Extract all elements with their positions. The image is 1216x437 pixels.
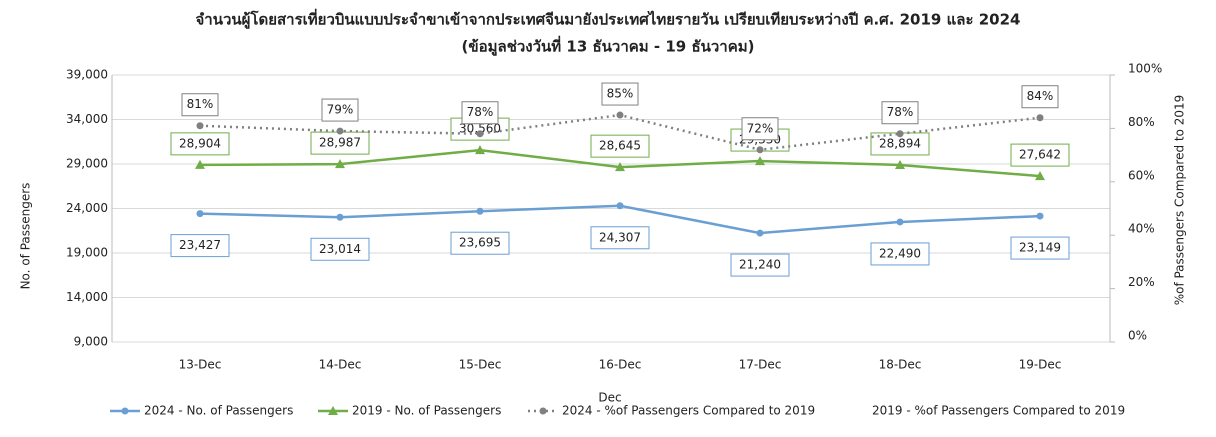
legend-label: 2024 - %of Passengers Compared to 2019 <box>562 404 815 418</box>
x-tick-label: 13-Dec <box>179 358 222 372</box>
legend-marker <box>328 406 338 415</box>
y-tick-label: 29,000 <box>66 157 108 171</box>
y2-tick-label: 80% <box>1128 115 1155 129</box>
data-label-box <box>741 117 779 141</box>
data-label: 23,427 <box>179 238 221 252</box>
y2-tick-label: 100% <box>1128 62 1162 76</box>
data-label: 23,149 <box>1019 241 1061 255</box>
data-label: 79% <box>327 103 354 117</box>
data-label: 28,904 <box>179 136 221 150</box>
data-point <box>195 159 205 169</box>
data-label-box <box>181 93 219 117</box>
chart-subtitle: (ข้อมูลช่วงวันที่ 13 ธันวาคม - 19 ธันวาค… <box>462 36 755 57</box>
data-point <box>1036 212 1044 220</box>
data-label-box <box>310 237 370 261</box>
data-point <box>1035 171 1045 181</box>
x-tick-label: 17-Dec <box>739 358 782 372</box>
data-point <box>896 130 904 138</box>
y-tick-label: 9,000 <box>74 335 108 349</box>
data-label-box <box>601 82 639 106</box>
data-point <box>755 156 765 166</box>
data-label-box <box>321 98 359 122</box>
data-label-box <box>1010 143 1070 167</box>
data-label-box <box>170 234 230 258</box>
data-point <box>616 111 624 119</box>
data-label-box <box>461 101 499 125</box>
data-label-box <box>1010 236 1070 260</box>
data-point <box>196 210 204 218</box>
x-axis-title: Dec <box>598 391 621 405</box>
data-label: 84% <box>1027 89 1054 103</box>
y2-tick-label: 60% <box>1128 168 1155 182</box>
data-point <box>756 146 764 154</box>
data-label-box <box>1021 85 1059 109</box>
data-point <box>475 145 485 155</box>
data-label-box <box>881 101 919 125</box>
data-label: 24,307 <box>599 230 641 244</box>
y-tick-label: 19,000 <box>66 246 108 260</box>
data-point <box>896 218 904 226</box>
data-label: 21,240 <box>739 258 781 272</box>
data-point <box>336 213 344 221</box>
data-label: 23,014 <box>319 242 361 256</box>
data-label-box <box>170 132 230 156</box>
data-point <box>336 127 344 135</box>
data-label: 27,642 <box>1019 148 1061 162</box>
data-point <box>476 130 484 138</box>
data-label-box <box>870 242 930 266</box>
legend-marker <box>539 407 547 415</box>
data-point <box>615 162 625 172</box>
legend-label: 2024 - No. of Passengers <box>144 404 293 418</box>
data-label-box <box>590 226 650 250</box>
y2-axis-title: %of Passengers Compared to 2019 <box>1173 95 1187 306</box>
x-tick-label: 14-Dec <box>319 358 362 372</box>
data-point <box>895 159 905 169</box>
x-tick-label: 15-Dec <box>459 358 502 372</box>
data-label: 85% <box>607 87 634 101</box>
data-label: 78% <box>887 105 914 119</box>
data-label: 72% <box>747 121 774 135</box>
legend-label: 2019 - No. of Passengers <box>352 404 501 418</box>
data-label: 28,645 <box>599 139 641 153</box>
y2-tick-label: 0% <box>1128 329 1147 343</box>
legend-marker <box>121 407 129 415</box>
legend-label: 2019 - %of Passengers Compared to 2019 <box>872 404 1125 418</box>
data-point <box>616 202 624 210</box>
y2-tick-label: 20% <box>1128 275 1155 289</box>
x-tick-label: 18-Dec <box>879 358 922 372</box>
data-label: 78% <box>467 105 494 119</box>
data-label: 22,490 <box>879 246 921 260</box>
data-point <box>196 122 204 130</box>
data-point <box>1036 114 1044 122</box>
data-point <box>335 159 345 169</box>
data-label-box <box>450 231 510 255</box>
x-tick-label: 16-Dec <box>599 358 642 372</box>
data-point <box>756 229 764 237</box>
x-tick-label: 19-Dec <box>1019 358 1062 372</box>
data-label-box <box>590 134 650 158</box>
chart-title: จำนวนผู้โดยสารเที่ยวบินแบบประจำขาเข้าจาก… <box>196 9 1021 30</box>
y-tick-label: 39,000 <box>66 68 108 82</box>
data-label: 23,695 <box>459 236 501 250</box>
y-tick-label: 34,000 <box>66 112 108 126</box>
data-label: 30,560 <box>459 122 501 136</box>
y-tick-label: 24,000 <box>66 201 108 215</box>
data-label-box <box>730 253 790 277</box>
data-label: 28,894 <box>879 136 921 150</box>
data-label: 28,987 <box>319 136 361 150</box>
y-axis-title: No. of Passengers <box>19 183 33 290</box>
data-point <box>476 207 484 215</box>
y-tick-label: 14,000 <box>66 290 108 304</box>
data-label: 81% <box>187 97 214 111</box>
y2-tick-label: 40% <box>1128 222 1155 236</box>
